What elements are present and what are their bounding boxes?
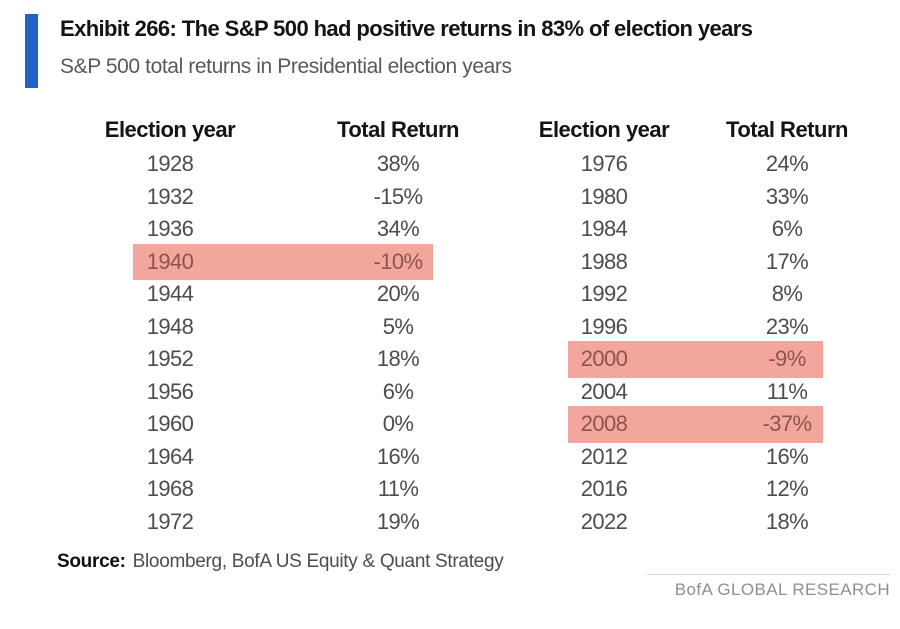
table-row: 2022 18% (516, 506, 900, 539)
table-row: 1968 11% (60, 473, 516, 506)
year-cell: 1952 (146, 346, 194, 372)
year-cell: 1996 (580, 313, 628, 339)
return-cell: 34% (376, 216, 420, 242)
return-cell: 17% (765, 248, 809, 274)
table-left: Election year Total Return 1928 38% 1932… (60, 112, 516, 538)
table-row: 1932 -15% (60, 181, 516, 214)
table-row: 1988 17% (516, 246, 900, 279)
year-cell: 1948 (146, 313, 194, 339)
return-cell: 12% (765, 476, 809, 502)
year-cell: 1992 (580, 281, 628, 307)
source-label: Source: (57, 551, 126, 572)
year-cell: 2012 (580, 443, 628, 469)
column-header-election-year: Election year (538, 117, 670, 142)
year-cell: 1988 (580, 248, 628, 274)
brand-text: BofA GLOBAL RESEARCH (674, 580, 890, 599)
year-cell: 1940 (146, 248, 194, 274)
return-cell: 6% (382, 378, 414, 404)
year-cell: 1972 (146, 508, 194, 534)
return-cell: -15% (373, 183, 424, 209)
column-header-total-return: Total Return (337, 117, 459, 142)
returns-tables: Election year Total Return 1928 38% 1932… (60, 112, 900, 538)
table-row: 1992 8% (516, 278, 900, 311)
return-cell: 38% (376, 151, 420, 177)
return-cell: 18% (376, 346, 420, 372)
year-cell: 2008 (580, 411, 628, 437)
return-cell: 11% (377, 476, 419, 502)
year-cell: 1932 (146, 183, 194, 209)
table-row: 2016 12% (516, 473, 900, 506)
table-row: 1944 20% (60, 278, 516, 311)
column-header-election-year: Election year (104, 117, 236, 142)
table-row-highlighted: 1940 -10% (60, 243, 516, 280)
return-cell: 16% (765, 443, 809, 469)
column-header-total-return: Total Return (726, 117, 848, 142)
table-row-highlighted: 2000 -9% (516, 341, 900, 377)
table-right: Election year Total Return 1976 24% 1980… (516, 112, 900, 538)
return-cell: 16% (376, 443, 420, 469)
table-row: 1996 23% (516, 311, 900, 344)
year-cell: 2000 (580, 346, 628, 372)
brand-block: BofA GLOBAL RESEARCH (647, 574, 890, 600)
exhibit-title: Exhibit 266: The S&P 500 had positive re… (60, 16, 753, 41)
year-cell: 1936 (146, 216, 194, 242)
table-row-highlighted: 2008 -37% (516, 406, 900, 442)
table-row: 2004 11% (516, 376, 900, 409)
table-row: 1948 5% (60, 311, 516, 344)
return-cell: 6% (771, 216, 803, 242)
source-text: Bloomberg, BofA US Equity & Quant Strate… (132, 551, 504, 572)
return-cell: 5% (382, 313, 414, 339)
table-header-row: Election year Total Return (516, 112, 900, 148)
table-row: 2012 16% (516, 441, 900, 474)
return-cell: 33% (765, 183, 809, 209)
return-cell: 19% (376, 508, 420, 534)
table-row: 1976 24% (516, 148, 900, 181)
table-row: 1972 19% (60, 506, 516, 539)
return-cell: -37% (762, 411, 813, 437)
source-line: Source: Bloomberg, BofA US Equity & Quant… (57, 551, 504, 573)
year-cell: 2022 (580, 508, 628, 534)
table-row: 1956 6% (60, 376, 516, 409)
year-cell: 1980 (580, 183, 628, 209)
year-cell: 1984 (580, 216, 628, 242)
year-cell: 1976 (580, 151, 628, 177)
exhibit-subtitle: S&P 500 total returns in Presidential el… (60, 55, 512, 78)
table-header-row: Election year Total Return (60, 112, 516, 148)
year-cell: 1964 (146, 443, 194, 469)
return-cell: -10% (373, 248, 424, 274)
table-row: 1964 16% (60, 441, 516, 474)
year-cell: 2016 (580, 476, 628, 502)
accent-bar (25, 14, 38, 88)
year-cell: 2004 (580, 378, 628, 404)
return-cell: 11% (766, 378, 808, 404)
year-cell: 1956 (146, 378, 194, 404)
table-row: 1980 33% (516, 181, 900, 214)
year-cell: 1944 (146, 281, 194, 307)
return-cell: 0% (382, 411, 414, 437)
return-cell: 24% (765, 151, 809, 177)
return-cell: 23% (765, 313, 809, 339)
year-cell: 1968 (146, 476, 194, 502)
year-cell: 1928 (146, 151, 194, 177)
table-row: 1928 38% (60, 148, 516, 181)
return-cell: -9% (768, 346, 806, 372)
table-row: 1960 0% (60, 408, 516, 441)
year-cell: 1960 (146, 411, 194, 437)
return-cell: 18% (765, 508, 809, 534)
return-cell: 8% (771, 281, 803, 307)
table-row: 1936 34% (60, 213, 516, 246)
table-row: 1952 18% (60, 343, 516, 376)
return-cell: 20% (376, 281, 420, 307)
table-row: 1984 6% (516, 213, 900, 246)
